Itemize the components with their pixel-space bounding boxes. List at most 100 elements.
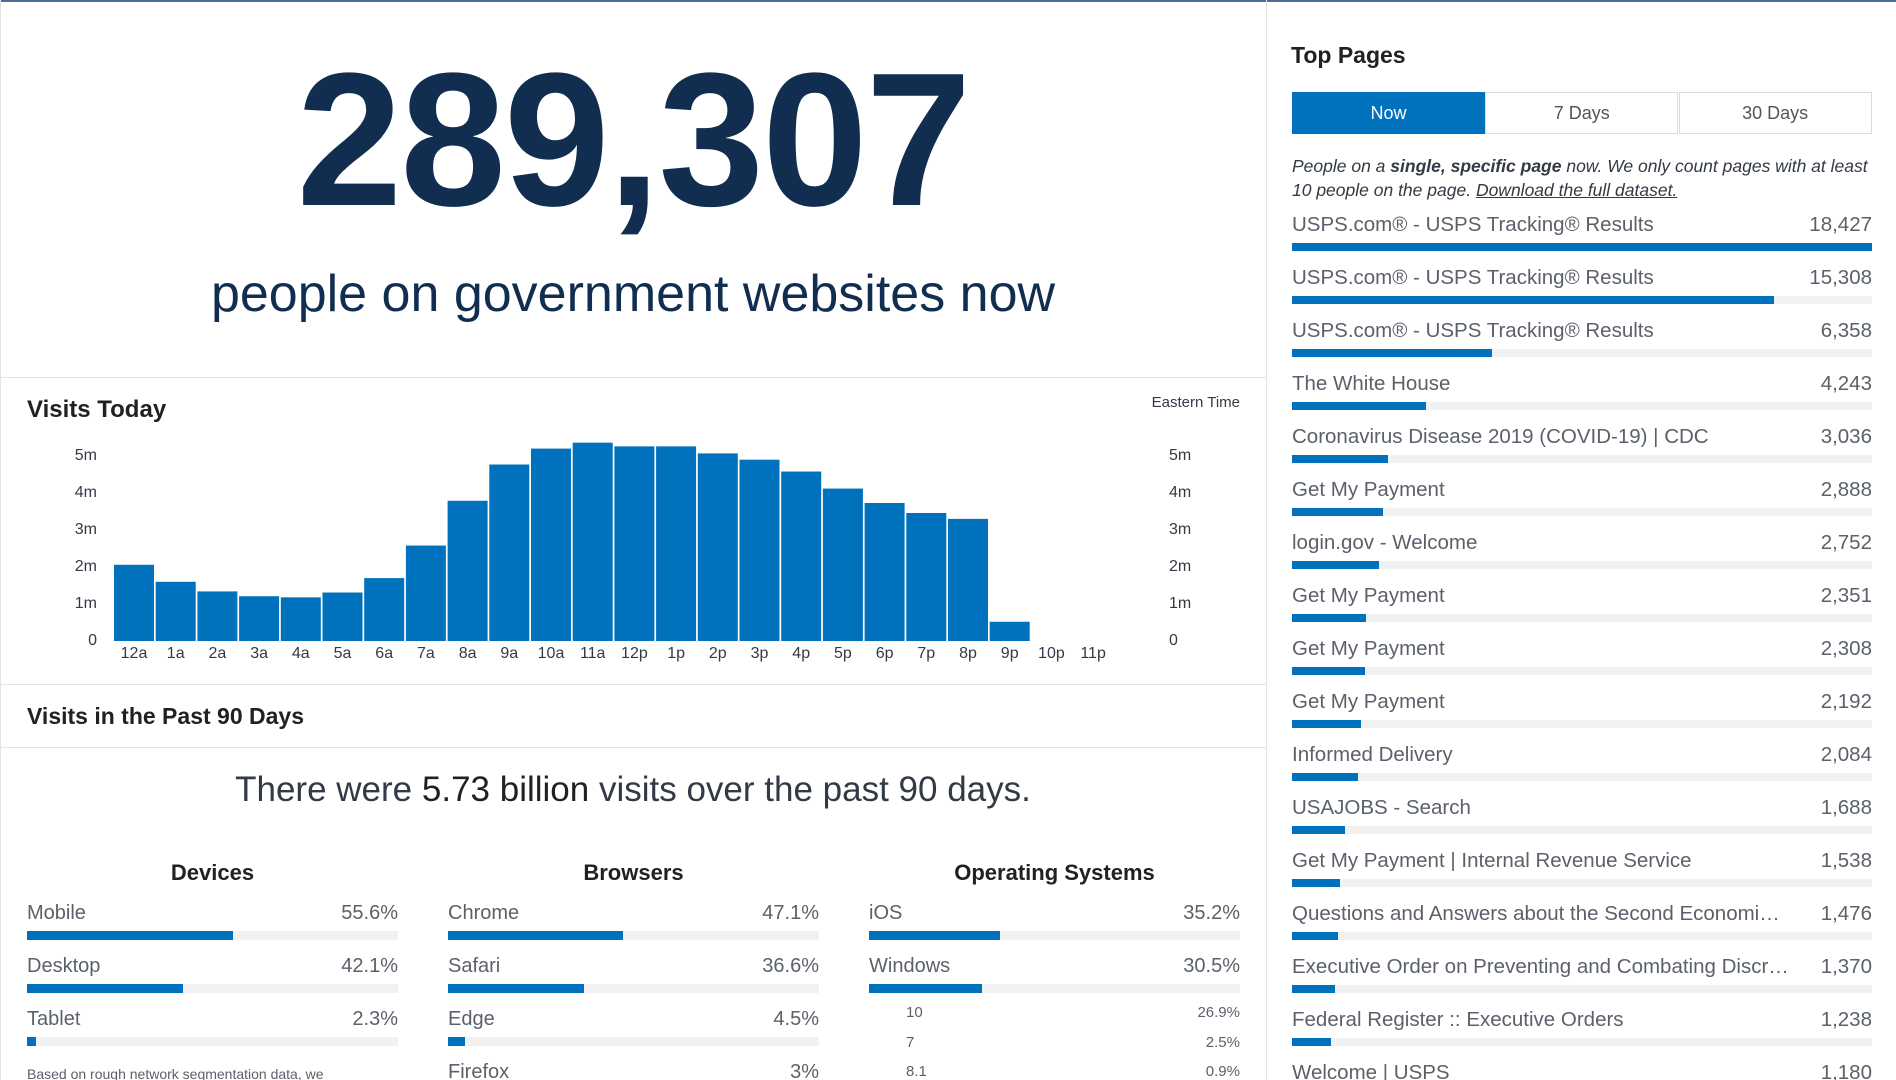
- bar-track: [448, 931, 819, 940]
- bar: [906, 512, 947, 641]
- visits-today-chart: 0 0 1m 1m 2m 2m 3m 3m 4m 4m 5m 5m 12a 1a 2a 3a 4a 5a 6a 7a 8…: [75, 442, 1191, 662]
- page-title: Get My Payment: [1292, 690, 1445, 713]
- bar: [1292, 614, 1366, 622]
- tab[interactable]: 7 Days: [1485, 92, 1679, 134]
- bar: [1292, 985, 1336, 993]
- sub-item-value: 26.9%: [1197, 1004, 1240, 1021]
- item-label: Firefox: [448, 1061, 510, 1080]
- x-tick-label: 11p: [1080, 645, 1106, 662]
- divider: [0, 747, 1266, 748]
- bar-track: [1292, 932, 1872, 940]
- bar-track: [1292, 349, 1872, 357]
- page-value: 1,238: [1820, 1008, 1872, 1031]
- section-title: Visits in the Past 90 Days: [27, 703, 304, 729]
- x-tick-label: 10a: [538, 645, 565, 662]
- footnote: Based on rough network segmentation data…: [27, 1066, 324, 1080]
- page-value: 1,688: [1820, 796, 1872, 819]
- bar: [989, 621, 1030, 641]
- bar: [1292, 720, 1361, 728]
- bar: [1292, 826, 1346, 834]
- bar: [1292, 455, 1388, 463]
- page-title: Informed Delivery: [1292, 743, 1453, 766]
- visitor-count: 289,307: [296, 34, 972, 246]
- bar: [405, 545, 446, 641]
- page-value: 4,243: [1820, 372, 1872, 395]
- page-title: USPS.com® - USPS Tracking® Results: [1292, 266, 1654, 289]
- sub-item-label: 7: [906, 1033, 915, 1051]
- sub-item-label: 8.1: [906, 1063, 927, 1080]
- y-tick-label: 2m: [75, 558, 97, 575]
- x-tick-label: 2p: [709, 645, 727, 662]
- item-label: Chrome: [448, 902, 520, 924]
- column-title: Devices: [170, 860, 255, 885]
- x-tick-label: 6a: [375, 645, 393, 662]
- item-value: 42.1%: [341, 955, 398, 977]
- y-tick-label: 5m: [75, 447, 97, 464]
- page-value: 2,084: [1820, 743, 1872, 766]
- y-tick-label: 1m: [75, 595, 97, 612]
- bar: [447, 500, 488, 641]
- bar: [239, 596, 280, 641]
- page-value: 6,358: [1820, 319, 1872, 342]
- bar-track: [1292, 614, 1872, 622]
- x-tick-label: 7p: [917, 645, 935, 662]
- page-title: Get My Payment: [1292, 637, 1445, 660]
- y2-tick-label: 2m: [1169, 558, 1191, 575]
- bar: [614, 446, 655, 641]
- bar: [739, 459, 780, 641]
- x-tick-label: 11a: [580, 645, 606, 662]
- sub-item-label: 10: [906, 1004, 923, 1021]
- page-title: Executive Order on Preventing and Combat…: [1292, 955, 1789, 978]
- bar: [364, 578, 405, 641]
- page-value: 2,308: [1820, 637, 1872, 660]
- y2-tick-label: 5m: [1169, 447, 1191, 464]
- page-title: The White House: [1292, 372, 1451, 395]
- bar: [27, 931, 234, 940]
- page-value: 1,180: [1820, 1061, 1872, 1080]
- x-tick-label: 10p: [1038, 645, 1065, 662]
- bar: [531, 448, 571, 641]
- page-title: USPS.com® - USPS Tracking® Results: [1292, 319, 1654, 342]
- y2-tick-label: 0: [1169, 632, 1178, 649]
- bar: [1292, 879, 1341, 887]
- divider: [0, 684, 1266, 685]
- bar: [27, 984, 184, 993]
- divider: [0, 377, 1266, 378]
- x-tick-label: 2a: [209, 645, 227, 662]
- bar: [448, 1037, 465, 1046]
- download-link[interactable]: Download the full dataset.: [1475, 180, 1678, 200]
- x-tick-label: 3p: [751, 645, 769, 662]
- top-border: [0, 0, 1896, 2]
- page-title: Get My Payment: [1292, 584, 1445, 607]
- bar: [155, 581, 196, 641]
- bar-track: [1292, 1038, 1872, 1046]
- bar-track: [448, 1037, 819, 1046]
- page-title: Get My Payment | Internal Revenue Servic…: [1292, 849, 1692, 872]
- summary: There were 5.73 billion visits over the …: [0, 770, 1266, 810]
- bar: [322, 592, 363, 641]
- page-title: Federal Register :: Executive Orders: [1292, 1008, 1624, 1031]
- y2-tick-label: 1m: [1169, 595, 1191, 612]
- item-label: Tablet: [27, 1008, 81, 1030]
- bar: [1292, 243, 1872, 251]
- item-label: iOS: [869, 902, 903, 924]
- bar-track: [1292, 985, 1872, 993]
- bar: [864, 502, 905, 641]
- tab[interactable]: 30 Days: [1678, 92, 1872, 134]
- x-tick-label: 12p: [621, 645, 648, 662]
- page-value: 15,308: [1809, 266, 1872, 289]
- x-tick-label: 1p: [667, 645, 685, 662]
- item-value: 2.3%: [352, 1008, 398, 1030]
- page-title: Coronavirus Disease 2019 (COVID-19) | CD…: [1292, 425, 1709, 448]
- x-tick-label: 4p: [792, 645, 810, 662]
- bar: [448, 984, 584, 993]
- item-value: 3%: [790, 1061, 819, 1080]
- bar-track: [869, 931, 1240, 940]
- timezone-note: Eastern Time: [1151, 394, 1240, 411]
- x-tick-label: 9p: [1001, 645, 1019, 662]
- bar: [948, 518, 988, 641]
- visitor-caption: people on government websites now: [210, 265, 1056, 323]
- panel-divider: [1266, 0, 1267, 1080]
- tab[interactable]: Now: [1292, 92, 1485, 134]
- bar: [1292, 402, 1426, 410]
